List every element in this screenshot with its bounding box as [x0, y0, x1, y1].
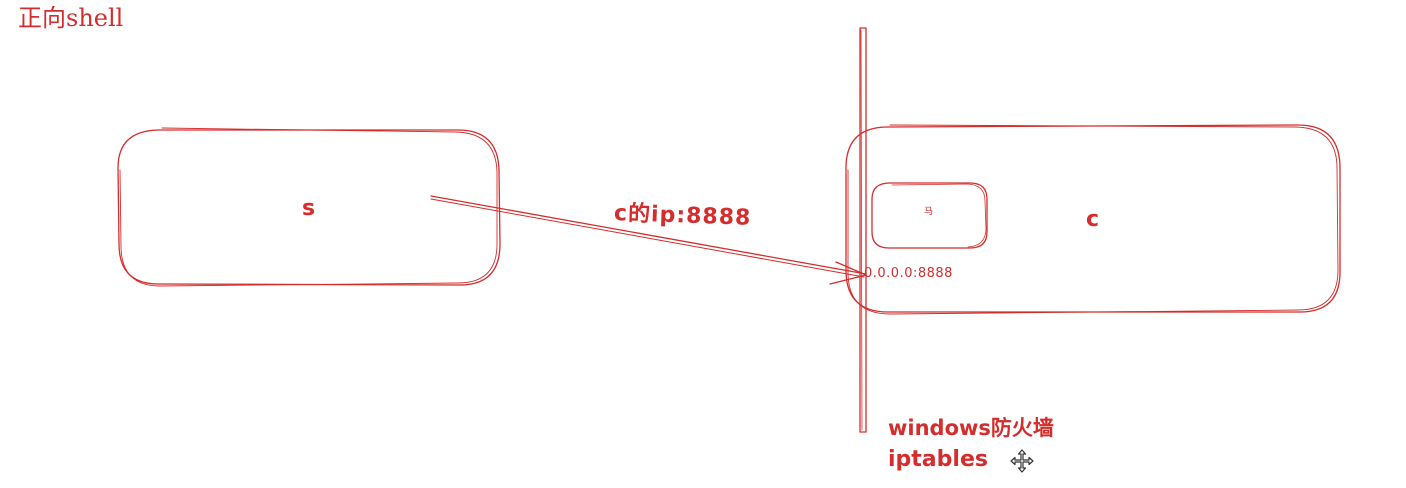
connection-arrow-line-sketch	[430, 198, 865, 278]
firewall-label-windows: windows防火墙	[888, 416, 1054, 440]
arrowhead-lower	[829, 274, 867, 285]
node-inner-box-sketch	[891, 183, 987, 248]
connection-label: c的ip:8888	[613, 201, 752, 231]
node-inner-box	[871, 182, 988, 249]
node-c-box	[845, 124, 1341, 313]
node-s-label: s	[302, 196, 316, 221]
node-c-box-sketch	[847, 124, 1339, 315]
firewall-bar	[859, 27, 867, 433]
node-s-box	[117, 129, 501, 286]
connection-arrow-line	[430, 195, 867, 275]
move-cursor-icon	[1010, 449, 1034, 473]
node-s-box-sketch	[119, 127, 498, 287]
node-c-label: c	[1086, 207, 1100, 232]
node-inner-label: 马	[924, 207, 934, 217]
listen-address-label: 0.0.0.0:8888	[864, 266, 953, 281]
firewall-bar-sketch	[860, 29, 863, 431]
firewall-label-iptables: iptables	[888, 447, 988, 472]
diagram-title: 正向shell	[18, 4, 124, 32]
arrowhead-upper	[835, 261, 867, 276]
